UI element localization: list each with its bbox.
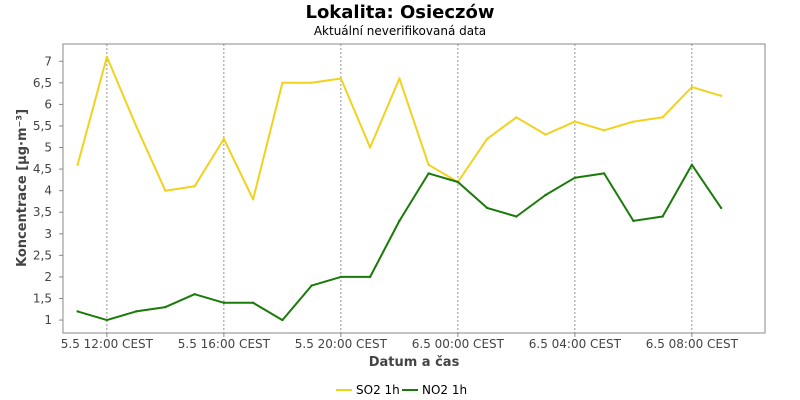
data-point <box>427 172 430 175</box>
x-tick-label: 6.5 04:00 CEST <box>529 337 622 351</box>
data-point <box>281 81 284 85</box>
data-point <box>398 219 401 223</box>
data-point <box>719 206 723 210</box>
data-point <box>427 163 430 166</box>
data-point <box>368 275 372 279</box>
y-tick-label: 7 <box>44 54 52 68</box>
x-axis-ticks: 5.5 12:00 CEST 5.5 16:00 CEST 5.5 20:00 CE… <box>61 333 739 351</box>
data-point <box>310 284 313 287</box>
y-tick-label: 6 <box>44 97 52 111</box>
x-tick-label: 6.5 00:00 CEST <box>412 337 505 351</box>
y-tick-label: 3,5 <box>33 205 52 219</box>
x-axis-label: Datum a čas <box>369 355 460 370</box>
data-point <box>690 85 694 89</box>
data-point <box>661 215 664 218</box>
data-point <box>485 137 489 141</box>
data-point <box>339 77 343 80</box>
data-point <box>222 301 226 305</box>
data-point <box>602 172 606 175</box>
y-tick-label: 5 <box>44 141 52 155</box>
y-tick-label: 5,5 <box>33 119 52 133</box>
chart-title: Lokalita: Osieczów <box>305 2 494 23</box>
data-point <box>544 193 547 197</box>
data-point <box>632 120 635 123</box>
data-point <box>251 198 255 201</box>
data-point <box>661 116 664 119</box>
x-tick-label: 5.5 20:00 CEST <box>295 337 388 351</box>
data-point <box>339 275 343 279</box>
data-point <box>193 185 196 188</box>
y-tick-label: 3 <box>44 227 52 241</box>
data-point <box>602 129 606 132</box>
data-point <box>134 310 138 313</box>
x-tick-label: 5.5 16:00 CEST <box>178 337 271 351</box>
data-point <box>368 146 372 149</box>
legend-label: NO2 1h <box>422 383 467 397</box>
y-tick-label: 4,5 <box>33 162 52 176</box>
x-tick-label: 6.5 08:00 CEST <box>646 337 739 351</box>
data-point <box>310 81 313 85</box>
legend-label: SO2 1h <box>356 383 400 397</box>
data-point <box>281 318 284 322</box>
plot-area <box>62 43 766 334</box>
legend: SO2 1h NO2 1h <box>336 383 467 397</box>
y-tick-label: 2,5 <box>33 248 52 262</box>
data-point <box>485 206 489 210</box>
data-point <box>193 292 196 296</box>
data-point <box>76 163 79 166</box>
data-point <box>76 310 79 313</box>
data-point <box>456 180 460 184</box>
data-point <box>515 116 518 119</box>
data-point <box>251 301 255 305</box>
data-point <box>719 94 723 97</box>
y-tick-label: 1,5 <box>33 291 52 305</box>
data-point <box>164 189 167 192</box>
data-point <box>544 133 547 136</box>
y-axis-ticks: 1 1,5 2 2,5 3 3,5 4 4,5 5 5,5 6 6,5 7 <box>33 54 63 327</box>
data-point <box>134 124 138 128</box>
y-axis-label: Koncentrace [µg·m⁻³] <box>15 109 30 267</box>
series-lines <box>76 55 723 322</box>
data-point <box>222 137 226 141</box>
y-tick-label: 4 <box>44 184 52 198</box>
chart-subtitle: Aktuální neverifikovaná data <box>314 24 486 38</box>
data-point <box>573 120 577 123</box>
data-point <box>573 176 577 179</box>
grid-lines <box>106 44 693 333</box>
data-point <box>632 219 635 223</box>
data-point <box>105 318 109 322</box>
data-point <box>398 77 401 80</box>
data-point <box>164 305 167 309</box>
y-tick-label: 2 <box>44 270 52 284</box>
data-point <box>515 215 518 218</box>
y-tick-label: 1 <box>44 313 52 327</box>
data-point <box>690 163 694 166</box>
x-tick-label: 5.5 12:00 CEST <box>61 337 154 351</box>
data-point <box>105 55 109 59</box>
y-tick-label: 6,5 <box>33 76 52 90</box>
